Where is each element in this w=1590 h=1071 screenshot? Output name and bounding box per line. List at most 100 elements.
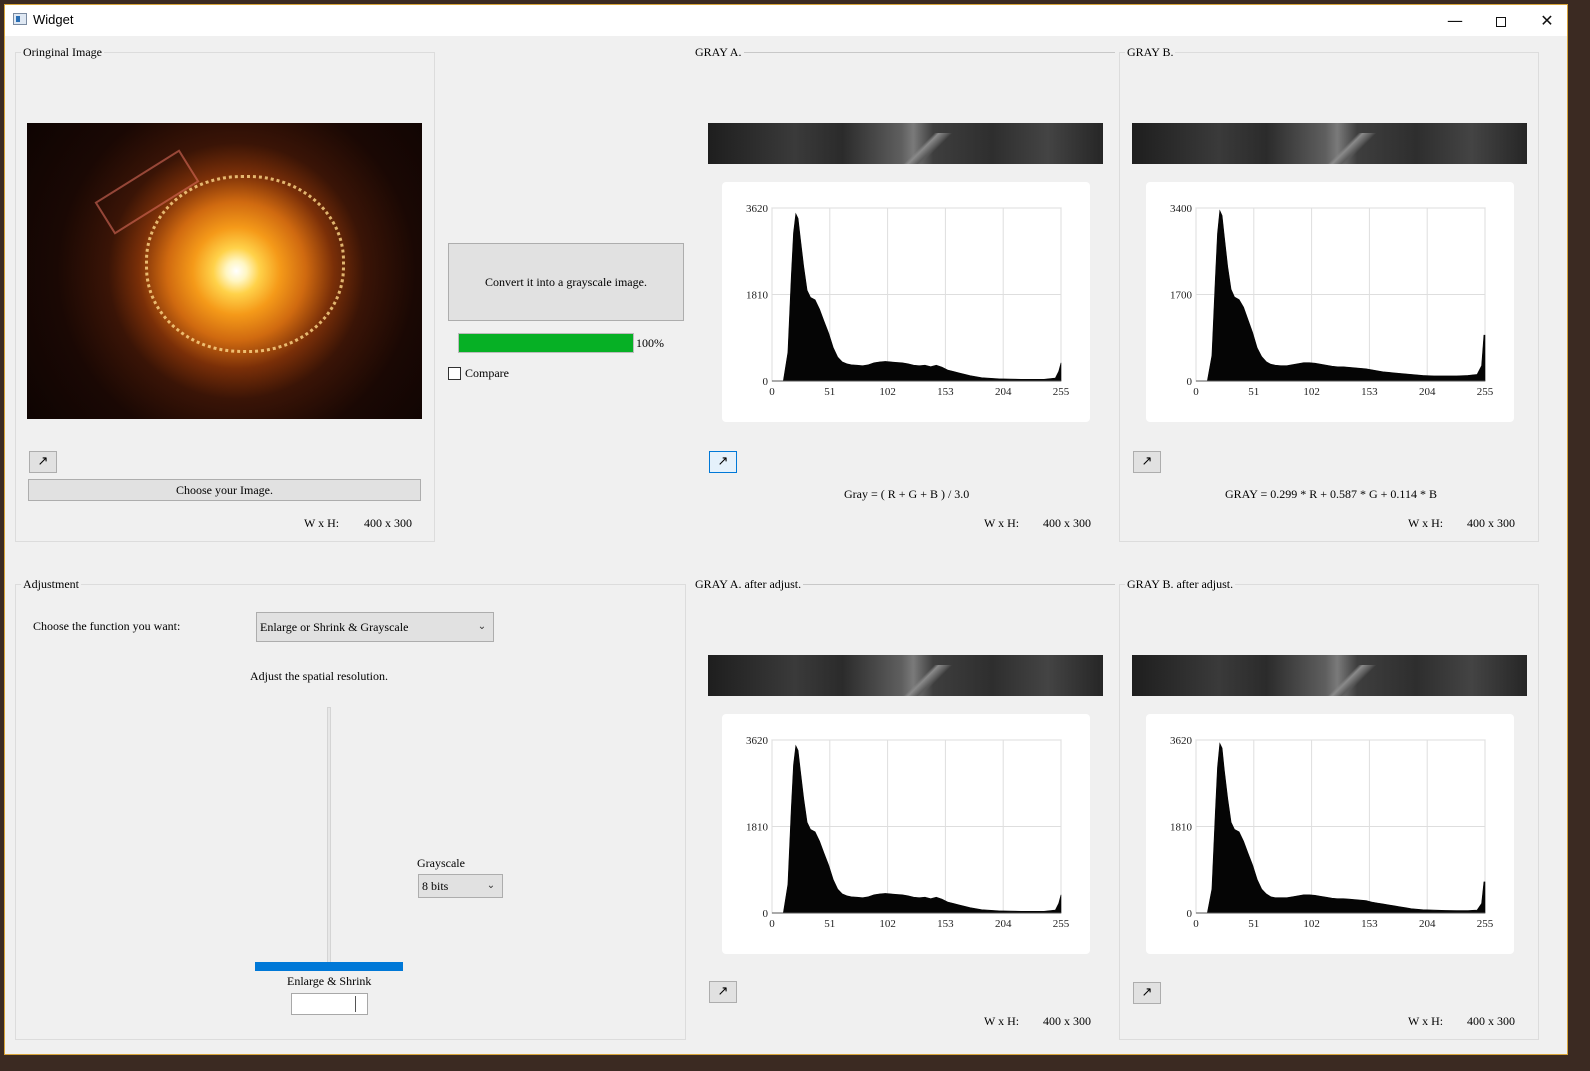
gray-b-adj-histogram-svg: 0 51 102 153 204 255 0 1810 3620 xyxy=(1170,735,1494,930)
gray-b-title: GRAY B. xyxy=(1125,45,1176,60)
spatial-resolution-label: Adjust the spatial resolution. xyxy=(250,669,388,683)
gray-b-wh-value: 400 x 300 xyxy=(1467,516,1515,530)
y-tick-label: 3620 xyxy=(1170,735,1193,747)
gray-a-expand-button[interactable]: ↗ xyxy=(709,451,737,473)
main-window: Widget — ✕ Oringinal Image ↗ Choose your… xyxy=(4,4,1568,1055)
spatial-slider-handle[interactable] xyxy=(255,962,403,971)
histogram-area xyxy=(1196,742,1486,914)
x-tick-label: 51 xyxy=(1248,918,1259,930)
convert-grayscale-button[interactable]: Convert it into a grayscale image. xyxy=(448,243,684,321)
window-title: Widget xyxy=(33,12,74,27)
y-tick-label: 0 xyxy=(763,908,769,920)
x-tick-label: 255 xyxy=(1477,386,1494,398)
compare-label: Compare xyxy=(465,366,509,380)
enlarge-shrink-spinbox[interactable] xyxy=(291,993,368,1015)
y-tick-label: 1700 xyxy=(1170,290,1193,302)
close-button[interactable]: ✕ xyxy=(1540,11,1554,30)
spatial-slider-track[interactable] xyxy=(327,707,331,969)
original-image-title: Oringinal Image xyxy=(21,45,104,60)
y-tick-label: 1810 xyxy=(746,822,769,834)
minimize-button[interactable]: — xyxy=(1447,11,1463,30)
arrow-up-right-icon: ↗ xyxy=(717,984,729,999)
x-tick-label: 102 xyxy=(1303,918,1320,930)
arrow-up-right-icon: ↗ xyxy=(717,454,729,469)
x-tick-label: 51 xyxy=(824,386,835,398)
x-tick-label: 102 xyxy=(1303,386,1320,398)
gray-a-adj-divider xyxy=(800,584,1115,585)
enlarge-shrink-label: Enlarge & Shrink xyxy=(287,974,372,988)
y-tick-label: 0 xyxy=(1187,908,1193,920)
function-select-value: Enlarge or Shrink & Grayscale xyxy=(260,620,409,634)
maximize-button[interactable] xyxy=(1478,5,1524,36)
gray-a-title: GRAY A. xyxy=(693,45,744,60)
choose-image-button[interactable]: Choose your Image. xyxy=(28,479,421,501)
y-tick-label: 0 xyxy=(1187,376,1193,388)
x-tick-label: 255 xyxy=(1477,918,1494,930)
gray-b-wh-label: W x H: xyxy=(1408,516,1444,530)
x-tick-label: 204 xyxy=(1419,918,1436,930)
gray-a-wh-label: W x H: xyxy=(984,516,1020,530)
chevron-down-icon: ⌄ xyxy=(486,880,496,891)
gray-b-adj-histogram: 0 51 102 153 204 255 0 1810 3620 xyxy=(1146,714,1514,954)
x-tick-label: 153 xyxy=(937,386,954,398)
x-tick-label: 51 xyxy=(824,918,835,930)
x-tick-label: 51 xyxy=(1248,386,1259,398)
spin-arrows-icon[interactable] xyxy=(355,996,359,1012)
grayscale-select[interactable]: 8 bits ⌄ xyxy=(418,874,503,898)
y-tick-label: 1810 xyxy=(746,290,769,302)
gray-a-histogram-svg: 0 51 102 153 204 255 0 1810 3620 xyxy=(746,203,1070,398)
gray-a-formula: Gray = ( R + G + B ) / 3.0 xyxy=(844,487,970,501)
adjustment-title: Adjustment xyxy=(21,577,81,592)
x-tick-label: 0 xyxy=(1193,386,1199,398)
original-expand-button[interactable]: ↗ xyxy=(29,451,57,473)
gray-b-group xyxy=(1119,52,1539,542)
gray-b-adj-title: GRAY B. after adjust. xyxy=(1125,577,1236,592)
arrow-up-right-icon: ↗ xyxy=(1141,454,1153,469)
gray-a-adj-wh-value: 400 x 300 xyxy=(1043,1014,1091,1028)
histogram-area xyxy=(1196,209,1486,382)
function-select[interactable]: Enlarge or Shrink & Grayscale ⌄ xyxy=(256,612,494,642)
function-label: Choose the function you want: xyxy=(33,619,181,633)
gray-a-wh-value: 400 x 300 xyxy=(1043,516,1091,530)
x-tick-label: 204 xyxy=(1419,386,1436,398)
gray-a-adj-title: GRAY A. after adjust. xyxy=(693,577,804,592)
original-wh-value: 400 x 300 xyxy=(364,516,412,530)
gray-b-histogram: 0 51 102 153 204 255 0 1700 3400 xyxy=(1146,182,1514,422)
grayscale-label: Grayscale xyxy=(417,856,465,870)
maximize-icon xyxy=(1496,16,1506,27)
gray-a-histogram: 0 51 102 153 204 255 0 1810 3620 xyxy=(722,182,1090,422)
x-tick-label: 204 xyxy=(995,386,1012,398)
app-icon xyxy=(13,13,27,25)
original-image-group xyxy=(15,52,435,542)
progress-bar xyxy=(458,333,634,353)
gray-b-histogram-svg: 0 51 102 153 204 255 0 1700 3400 xyxy=(1170,203,1494,398)
original-image xyxy=(27,123,422,419)
adjustment-group xyxy=(15,584,686,1040)
gray-a-image xyxy=(708,123,1103,164)
gray-b-adj-group xyxy=(1119,584,1539,1040)
gray-b-adj-wh-label: W x H: xyxy=(1408,1014,1444,1028)
gray-b-adj-expand-button[interactable]: ↗ xyxy=(1133,982,1161,1004)
y-tick-label: 1810 xyxy=(1170,822,1193,834)
x-tick-label: 255 xyxy=(1053,386,1070,398)
gray-a-adj-histogram: 0 51 102 153 204 255 0 1810 3620 xyxy=(722,714,1090,954)
gray-b-expand-button[interactable]: ↗ xyxy=(1133,451,1161,473)
arrow-up-right-icon: ↗ xyxy=(37,454,49,469)
histogram-area xyxy=(772,744,1062,914)
gray-a-adj-histogram-svg: 0 51 102 153 204 255 0 1810 3620 xyxy=(746,735,1070,930)
y-tick-label: 3620 xyxy=(746,735,769,747)
y-tick-label: 0 xyxy=(763,376,769,388)
compare-checkbox[interactable] xyxy=(448,367,461,380)
chevron-down-icon: ⌄ xyxy=(477,621,487,632)
progress-text: 100% xyxy=(636,336,664,350)
gray-a-adj-expand-button[interactable]: ↗ xyxy=(709,981,737,1003)
gray-a-adj-wh-label: W x H: xyxy=(984,1014,1020,1028)
x-tick-label: 153 xyxy=(1361,918,1378,930)
x-tick-label: 0 xyxy=(1193,918,1199,930)
title-bar: Widget — ✕ xyxy=(5,5,1567,36)
y-tick-label: 3400 xyxy=(1170,203,1193,215)
x-tick-label: 153 xyxy=(937,918,954,930)
photo-ring xyxy=(145,175,345,353)
histogram-area xyxy=(772,212,1062,382)
x-tick-label: 102 xyxy=(879,386,896,398)
